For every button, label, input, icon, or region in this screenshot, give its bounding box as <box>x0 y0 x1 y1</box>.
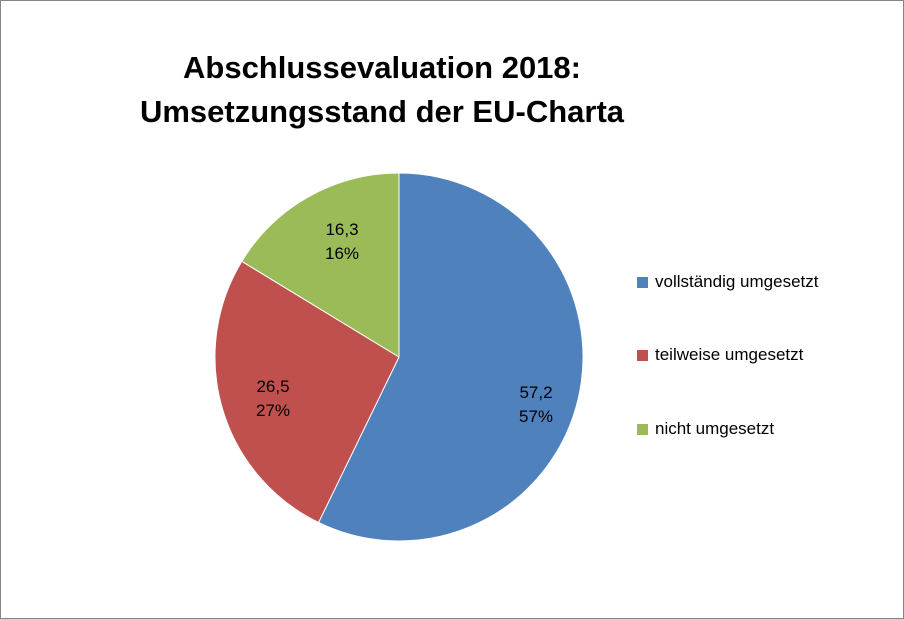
pie-slice-2 <box>214 260 400 524</box>
data-label-percent: 27% <box>256 401 290 420</box>
data-label-value: 57,2 <box>519 383 552 402</box>
data-label-value: 26,5 <box>256 377 289 396</box>
legend-label: teilweise umgesetzt <box>655 345 804 364</box>
legend-swatch <box>637 276 648 288</box>
chart-title: Abschlussevaluation 2018: Umsetzungsstan… <box>0 46 764 134</box>
data-label-value: 16,3 <box>325 220 358 239</box>
legend-swatch <box>637 349 648 361</box>
legend-item-vollstaendig: vollständig umgesetzt <box>637 270 818 294</box>
legend-label: vollständig umgesetzt <box>655 272 819 291</box>
legend-swatch <box>637 423 648 435</box>
data-label-percent: 16% <box>325 244 359 263</box>
chart-title-line-1: Abschlussevaluation 2018: <box>183 50 581 85</box>
legend-label: nicht umgesetzt <box>655 419 775 438</box>
legend-item-nicht: nicht umgesetzt <box>637 417 774 441</box>
legend-item-teilweise: teilweise umgesetzt <box>637 343 803 367</box>
data-label-percent: 57% <box>519 407 553 426</box>
pie-slice-3 <box>241 172 400 358</box>
chart-title-line-2: Umsetzungsstand der EU-Charta <box>139 94 625 129</box>
pie-slice-1 <box>317 172 584 542</box>
